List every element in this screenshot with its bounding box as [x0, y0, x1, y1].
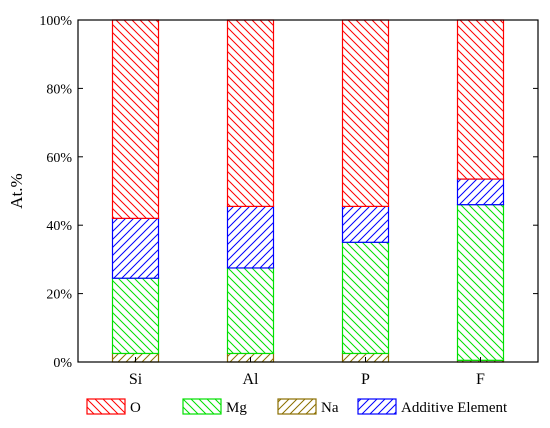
y-tick-label: 40%: [46, 219, 72, 234]
bar-p-additive-element: [341, 205, 390, 243]
plot-frame: [77, 19, 539, 363]
y-tick-label: 80%: [46, 82, 72, 97]
x-tick-label: F: [476, 371, 485, 388]
legend-item-na: Na: [277, 398, 339, 416]
x-tick-label: Al: [243, 371, 260, 388]
x-tick-label: Si: [129, 371, 143, 388]
bar-p-o: [341, 19, 390, 207]
bar-f-additive-element: [456, 178, 505, 206]
ticks-group: 0% 20% 40% 60% 80% 100% Si Al P F: [39, 14, 538, 388]
bars-group: [111, 19, 505, 363]
legend-swatch: [182, 398, 222, 415]
legend-swatch: [277, 398, 317, 415]
axes-group: [77, 19, 539, 363]
bar-al-o: [226, 19, 275, 207]
bar-si-mg: [111, 277, 160, 355]
y-tick-label: 100%: [39, 14, 72, 29]
y-tick-label: 60%: [46, 151, 72, 166]
legend-swatch: [357, 398, 397, 415]
bar-si-additive-element: [111, 217, 160, 279]
bar-f-mg: [456, 204, 505, 361]
legend-label: Na: [321, 400, 339, 416]
legend-item-mg: Mg: [182, 398, 247, 416]
bar-al-additive-element: [226, 205, 275, 269]
y-tick-label: 20%: [46, 288, 72, 303]
legend-label: Additive Element: [401, 400, 508, 416]
bar-al-mg: [226, 267, 275, 355]
legend-label: O: [130, 400, 141, 416]
x-tick-label: P: [361, 371, 370, 388]
bar-si-o: [111, 19, 160, 219]
legend-swatch: [86, 398, 126, 415]
y-tick-label: 0%: [53, 356, 72, 371]
bar-f-o: [456, 19, 505, 180]
legend-item-additive-element: Additive Element: [357, 398, 508, 416]
legend: O Mg Na Additive Element: [86, 398, 508, 416]
legend-label: Mg: [226, 400, 247, 416]
bar-p-mg: [341, 241, 390, 355]
legend-item-o: O: [86, 398, 141, 416]
y-axis-title: At.%: [7, 173, 26, 208]
